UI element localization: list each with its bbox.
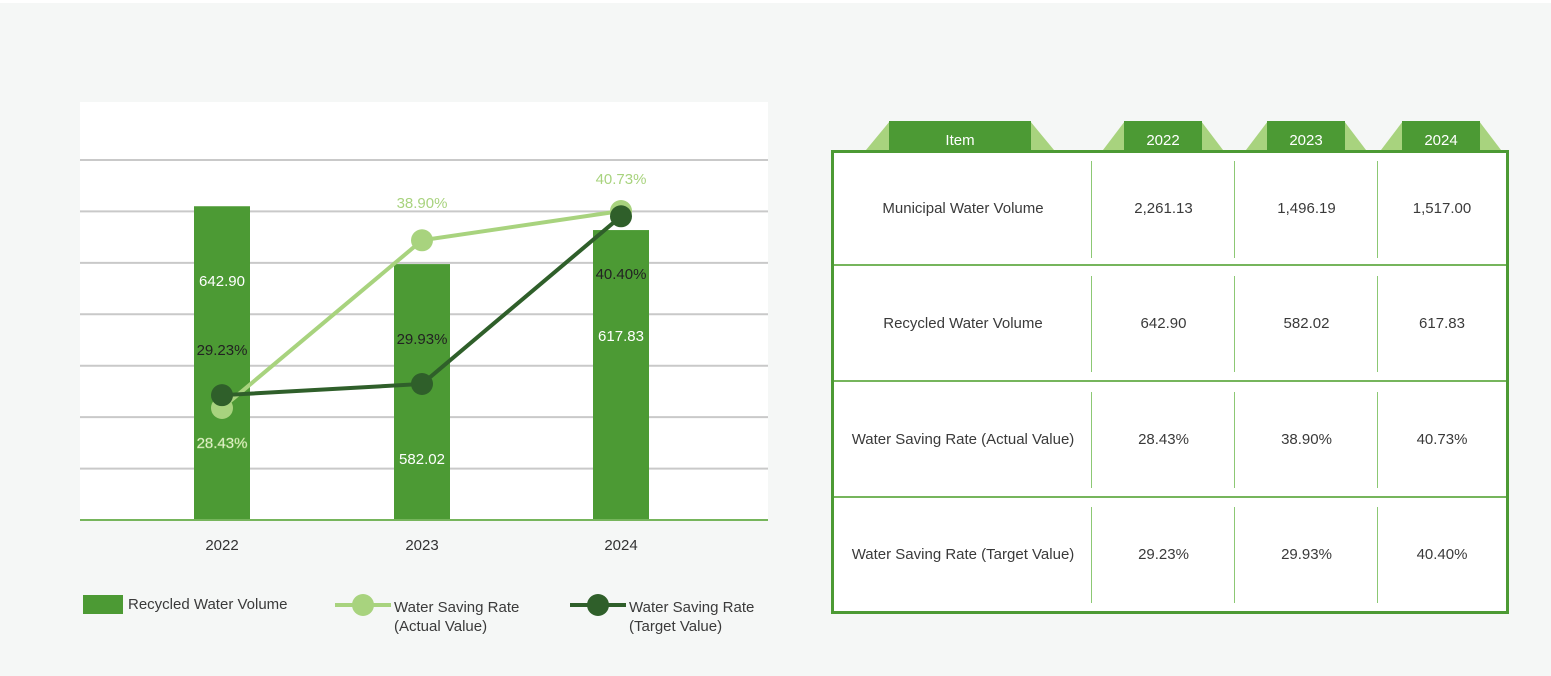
cell-2024: 40.73% — [1416, 430, 1468, 448]
cell-2023: 38.90% — [1281, 430, 1332, 448]
point-actual-2023 — [411, 229, 433, 252]
legend-bar-label: Recycled Water Volume — [128, 596, 288, 613]
column-divider — [1091, 507, 1092, 603]
table-row: Water Saving Rate (Actual Value) 28.43% … — [834, 382, 1506, 498]
row-label: Water Saving Rate (Actual Value) — [851, 430, 1075, 448]
actual-label-2023: 38.90% — [397, 195, 448, 212]
combo-chart: 642.90 582.02 617.83 28.43% 38.90% 40.73% 29.2… — [80, 102, 768, 642]
actual-label-2024: 40.73% — [596, 171, 647, 188]
column-divider — [1234, 161, 1235, 258]
legend-target-swatch — [570, 594, 626, 616]
bar-label-2023: 582.02 — [399, 451, 445, 468]
bar-recycled-2022 — [194, 206, 250, 520]
column-divider — [1234, 392, 1235, 488]
legend-target-label-1: Water Saving Rate — [629, 599, 755, 616]
actual-label-2022: 28.43% — [197, 435, 248, 452]
table-row: Water Saving Rate (Target Value) 29.23% … — [834, 498, 1506, 611]
cell-2022: 642.90 — [1140, 314, 1187, 332]
x-tick-label-2023: 2023 — [405, 537, 438, 554]
column-divider — [1377, 276, 1378, 372]
cell-2022: 28.43% — [1138, 430, 1189, 448]
row-label: Municipal Water Volume — [882, 200, 1044, 217]
row-label: Recycled Water Volume — [883, 314, 1043, 332]
column-divider — [1377, 161, 1378, 258]
point-target-2024 — [610, 205, 632, 228]
column-divider — [1234, 276, 1235, 372]
x-tick-label-2022: 2022 — [205, 537, 238, 554]
chart-svg: 642.90 582.02 617.83 28.43% 38.90% 40.73% 29.2… — [80, 102, 768, 554]
table-row: Municipal Water Volume 2,261.13 1,496.19… — [834, 153, 1506, 266]
column-divider — [1377, 392, 1378, 488]
bar-recycled-2024 — [593, 230, 649, 520]
tab-wings — [1246, 121, 1366, 150]
tab-wings — [866, 121, 1054, 150]
cell-2024: 40.40% — [1416, 546, 1468, 563]
cell-2022: 2,261.13 — [1134, 200, 1193, 217]
table-row: Recycled Water Volume 642.90 582.02 617.… — [834, 266, 1506, 382]
column-divider — [1377, 507, 1378, 603]
x-tick-label-2024: 2024 — [604, 537, 637, 554]
data-table: Municipal Water Volume 2,261.13 1,496.19… — [831, 150, 1509, 614]
bar-label-2022: 642.90 — [199, 273, 245, 290]
top-frame-line — [0, 0, 1551, 3]
column-divider — [1091, 276, 1092, 372]
point-target-2023 — [411, 372, 433, 395]
cell-2023: 29.93% — [1281, 546, 1332, 563]
legend-actual-swatch — [335, 594, 391, 616]
legend-target-label-2: (Target Value) — [629, 618, 723, 635]
point-target-2022 — [211, 384, 233, 407]
cell-2023: 582.02 — [1283, 314, 1330, 332]
cell-2022: 29.23% — [1138, 546, 1189, 563]
tab-wings — [1381, 121, 1501, 150]
column-divider — [1091, 161, 1092, 258]
target-label-2023: 29.93% — [397, 331, 448, 348]
cell-2024: 1,517.00 — [1412, 200, 1472, 217]
cell-2023: 1,496.19 — [1277, 200, 1336, 217]
target-label-2022: 29.23% — [197, 342, 248, 359]
legend-actual-label-2: (Actual Value) — [394, 618, 488, 635]
target-label-2024: 40.40% — [596, 266, 647, 283]
column-divider — [1234, 507, 1235, 603]
cell-2024: 617.83 — [1419, 314, 1465, 332]
column-divider — [1091, 392, 1092, 488]
legend-bar-swatch — [83, 595, 123, 614]
tab-wings — [1103, 121, 1223, 150]
bar-label-2024: 617.83 — [598, 328, 644, 345]
legend-actual-label-1: Water Saving Rate — [394, 599, 520, 616]
row-label: Water Saving Rate (Target Value) — [851, 546, 1075, 563]
